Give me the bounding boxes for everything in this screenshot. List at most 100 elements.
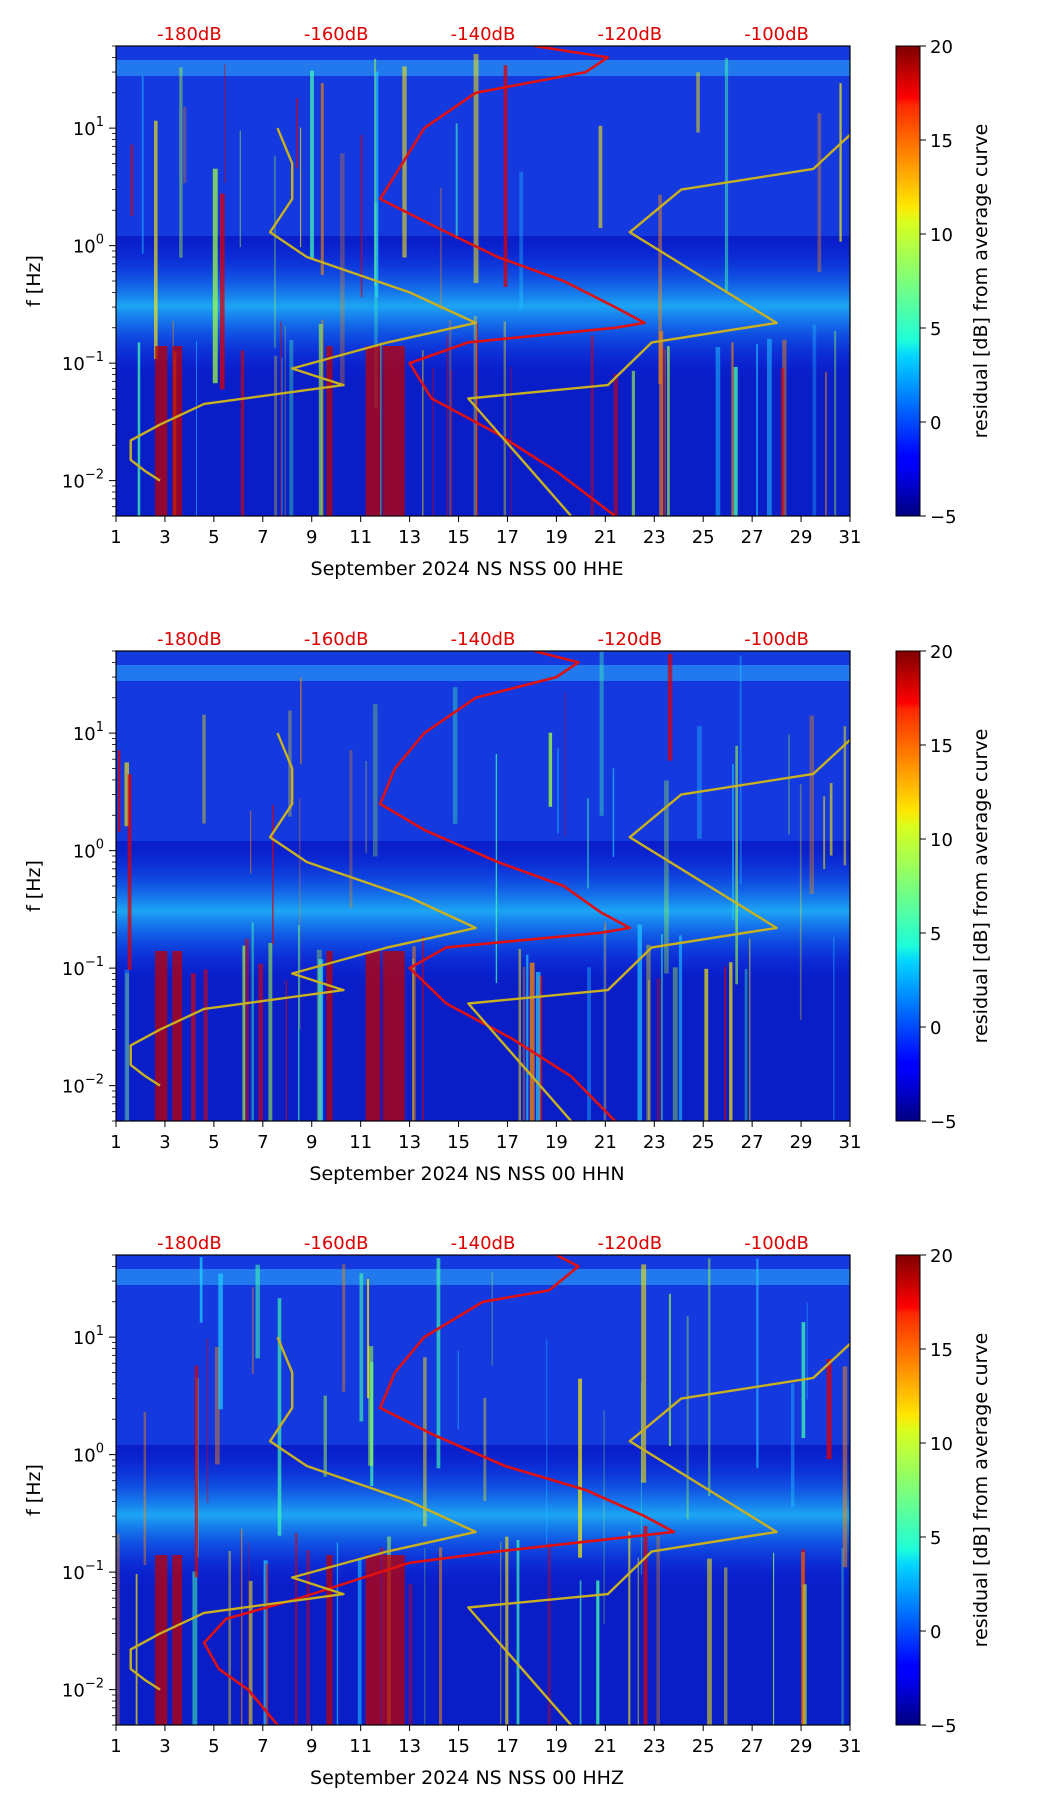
db-tick-label: -140dB — [451, 1233, 516, 1254]
heatmap-streak — [179, 67, 183, 258]
heatmap-streak — [495, 754, 498, 983]
y-tick-label: 10−2 — [62, 1073, 104, 1098]
heatmap-streak — [648, 979, 650, 1121]
x-tick-label: 19 — [545, 527, 568, 548]
db-tick-label: -100dB — [744, 1233, 809, 1254]
heatmap-streak — [143, 1411, 147, 1566]
colorbar-tick-label: −5 — [930, 1716, 957, 1737]
x-tick-label: 31 — [839, 1736, 862, 1757]
colorbar-tick-label: 5 — [930, 319, 941, 340]
heatmap-streak — [380, 342, 382, 516]
heatmap-streak — [285, 980, 287, 1121]
heatmap-streak — [518, 948, 521, 1121]
heatmap-streak — [218, 1273, 223, 1410]
heatmap-streak — [323, 1395, 327, 1477]
y-tick-exponent: −2 — [85, 1073, 104, 1088]
x-tick-label: 23 — [643, 527, 666, 548]
x-tick-label: 21 — [594, 1132, 617, 1153]
heatmap-streak — [432, 367, 435, 516]
heatmap-upper-band — [116, 1255, 850, 1445]
db-tick-label: -180dB — [157, 24, 222, 45]
x-tick-label: 17 — [496, 527, 519, 548]
heatmap-streak — [473, 316, 478, 516]
colorbar-hhe — [895, 45, 921, 517]
heatmap-streak — [661, 347, 665, 516]
colorbar-ticks-hhe: 20 15 10 5 0 −5 — [920, 37, 957, 528]
x-tick-label: 13 — [398, 527, 421, 548]
y-tick-label: 101 — [73, 1324, 104, 1349]
heatmap-streak — [603, 1410, 605, 1624]
heatmap-streak — [802, 1584, 807, 1725]
y-tick-label: 101 — [73, 115, 104, 140]
colorbar-tick-label: 0 — [930, 413, 941, 434]
heatmap-streak — [228, 1551, 231, 1725]
colorbar-hhz — [895, 1254, 921, 1726]
heatmap-streak — [529, 962, 535, 1121]
colorbar-tick-label: 5 — [930, 924, 941, 945]
heatmap-streak — [782, 339, 787, 516]
heatmap-streak — [295, 1532, 298, 1725]
colorbar-tick-label: −5 — [930, 507, 957, 528]
heatmap-streak — [360, 135, 363, 298]
heatmap-streak — [436, 1258, 441, 1469]
heatmap-streak — [116, 1533, 120, 1725]
db-tick-label: -120dB — [597, 24, 662, 45]
db-tick-label: -160dB — [304, 1233, 369, 1254]
heatmap-streak — [686, 1316, 689, 1520]
db-tick-label: -160dB — [304, 24, 369, 45]
y-tick-base: 10 — [62, 354, 85, 375]
heatmap-hhe — [116, 46, 850, 516]
heatmap-streak — [756, 344, 758, 516]
heatmap-streak — [834, 330, 837, 516]
heatmap-streak — [199, 1257, 203, 1323]
heatmap-burst — [172, 346, 183, 516]
colorbar-tick-label: −5 — [930, 1112, 957, 1133]
db-axis-hhn: -180dB -160dB -140dB -120dB -100dB — [157, 629, 809, 650]
heatmap-streak — [483, 1397, 487, 1501]
heatmap-streak — [241, 1528, 243, 1725]
heatmap-streak — [744, 968, 748, 1121]
y-tick-base: 10 — [62, 1563, 85, 1584]
heatmap-streak — [505, 1536, 509, 1725]
heatmap-streak — [130, 144, 134, 216]
heatmap-streak — [239, 130, 241, 248]
heatmap-streak — [473, 54, 479, 283]
heatmap-streak — [704, 968, 709, 1121]
heatmap-streak — [476, 322, 478, 516]
heatmap-streak — [135, 1574, 138, 1725]
heatmap-streak — [124, 969, 130, 1121]
x-axis-label: September 2024 NS NSS 00 HHZ — [310, 1767, 624, 1789]
colorbar-tick-label: 10 — [930, 1434, 953, 1455]
heatmap-streak — [408, 1584, 413, 1725]
y-tick-exponent: 1 — [96, 720, 104, 735]
heatmap-streak — [306, 1550, 311, 1725]
heatmap-streak — [183, 106, 187, 184]
y-tick-label: 100 — [73, 233, 104, 258]
heatmap-streak — [280, 321, 282, 516]
heatmap-streak — [739, 655, 742, 885]
heatmap-streak — [659, 331, 664, 516]
x-tick-label: 21 — [594, 527, 617, 548]
heatmap-burst — [172, 1555, 183, 1725]
heatmap-microseism-band — [116, 841, 850, 981]
db-axis-hhz: -180dB -160dB -140dB -120dB -100dB — [157, 1233, 809, 1254]
heatmap-streak — [748, 938, 751, 1121]
heatmap-streak — [439, 188, 442, 311]
y-tick-base: 10 — [73, 1328, 96, 1349]
x-tick-label: 7 — [257, 1132, 268, 1153]
heatmap-streak — [826, 1359, 832, 1460]
noise-model-curve — [467, 133, 850, 516]
db-tick-label: -140dB — [451, 24, 516, 45]
heatmap-top-lines — [116, 60, 850, 76]
heatmap-streak — [546, 1339, 548, 1546]
heatmap-streak — [661, 934, 663, 1121]
heatmap-streak — [125, 973, 129, 1121]
heatmap-streak — [667, 653, 673, 761]
x-tick-label: 13 — [398, 1736, 421, 1757]
y-tick-exponent: −1 — [85, 1559, 104, 1574]
x-axis-hhe: 1 3 5 7 9 11 13 15 17 19 21 23 25 27 29 31 — [110, 516, 861, 548]
y-tick-base: 10 — [73, 842, 96, 863]
heatmap-burst — [382, 1555, 395, 1725]
colorbar-tick-label: 15 — [930, 131, 953, 152]
x-tick-label: 31 — [839, 527, 862, 548]
